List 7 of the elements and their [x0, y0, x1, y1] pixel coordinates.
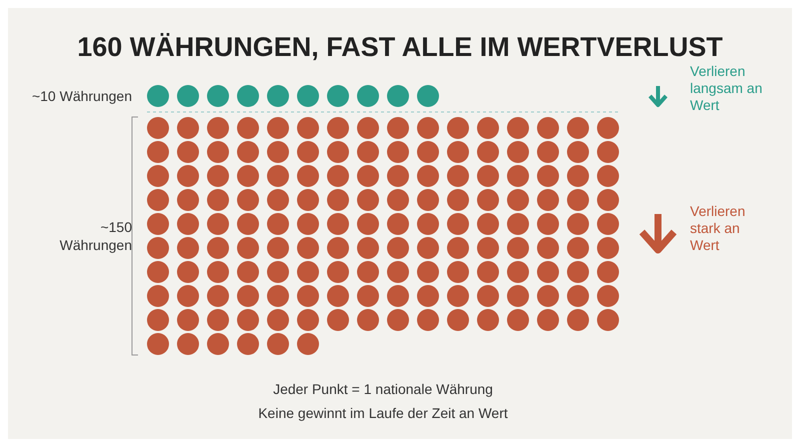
- text: Keine gewinnt im Laufe der Zeit an Wert: [258, 405, 508, 421]
- text: 160 WÄHRUNGEN, FAST ALLE IM WERTVERLUST: [77, 32, 724, 62]
- text: Jeder Punkt = 1 nationale Währung: [273, 381, 493, 397]
- text: Verlieren stark an Wert: [690, 203, 746, 253]
- data-label: ~150 Währungen: [60, 219, 132, 253]
- text: Verlieren langsam an Wert: [690, 63, 762, 113]
- data-label: ~10 Währungen: [32, 88, 132, 104]
